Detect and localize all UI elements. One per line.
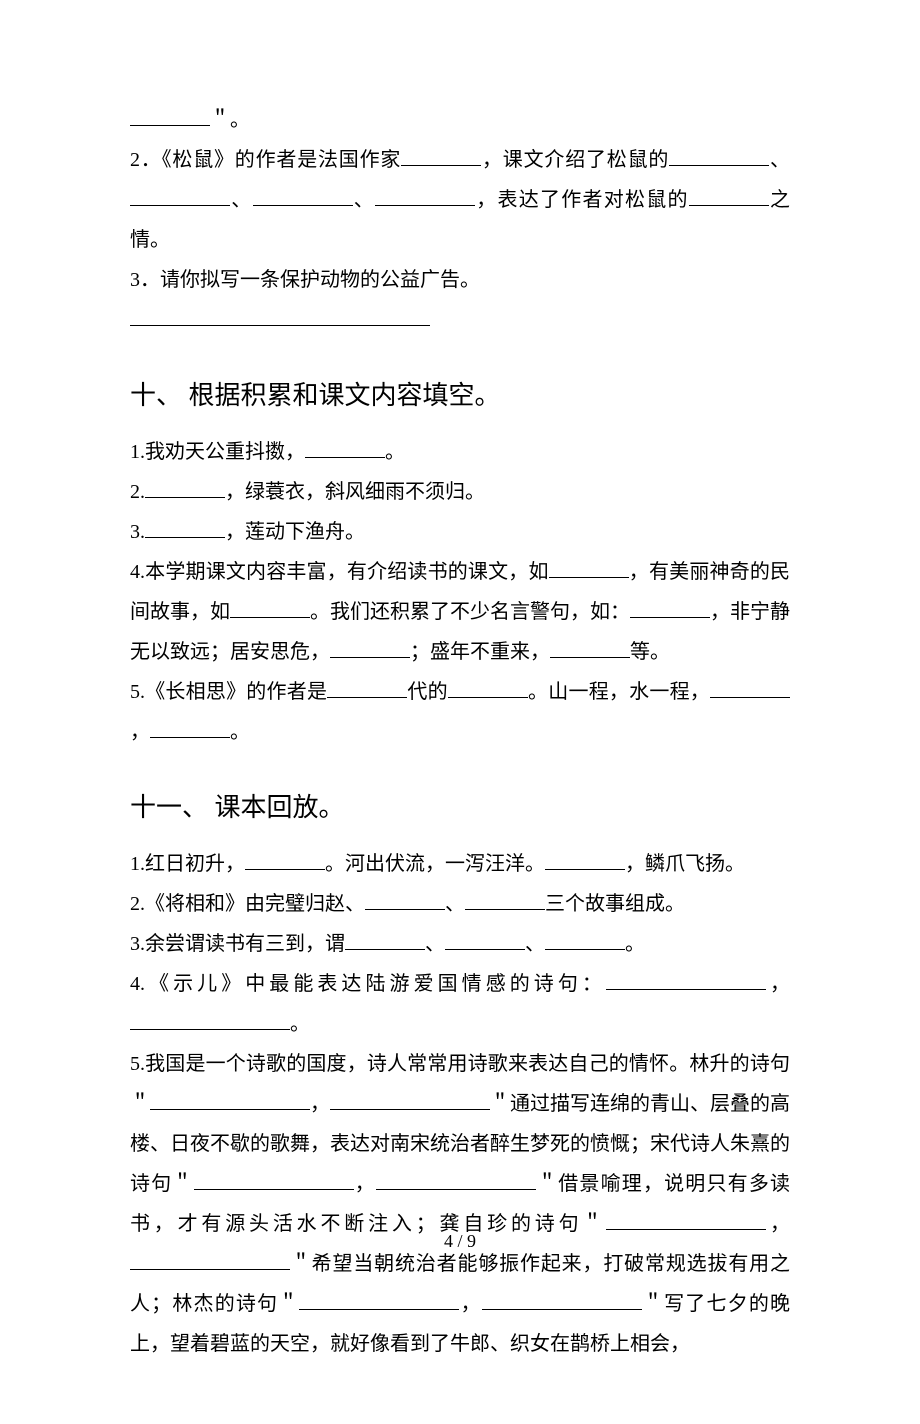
blank: [710, 677, 790, 698]
blank: [482, 1289, 642, 1310]
blank: [150, 717, 230, 738]
text: 、: [525, 933, 545, 955]
text: 、: [769, 149, 790, 171]
text: 。山一程，水一程，: [528, 681, 710, 703]
text: 。: [385, 441, 405, 463]
blank: [245, 849, 325, 870]
s10-item-5: 5.《长相思》的作者是 代的 。山一程，水一程， ， 。: [130, 672, 790, 752]
text: 2.《将相和》由完璧归赵、: [130, 893, 365, 915]
text: 、: [445, 893, 465, 915]
text: 、: [425, 933, 445, 955]
text: 1.我劝天公重抖擞，: [130, 441, 305, 463]
text: 2．《松鼠》的作者是法国作家: [130, 149, 401, 171]
blank: [689, 185, 769, 206]
blank: [130, 1009, 290, 1030]
blank: [145, 477, 225, 498]
blank: [345, 929, 425, 950]
text: 4.《示儿》中最能表达陆游爱国情感的诗句：: [130, 973, 606, 995]
blank: [230, 597, 310, 618]
blank: [550, 637, 630, 658]
text: ，课文介绍了松鼠的: [481, 149, 669, 171]
blank: [330, 637, 410, 658]
blank: [545, 929, 625, 950]
text: ，: [766, 973, 790, 995]
text: 4.本学期课文内容丰富，有介绍读书的课文，如: [130, 561, 549, 583]
blank: [606, 1209, 766, 1230]
blank: [375, 185, 475, 206]
text: 。: [625, 933, 645, 955]
blank: [549, 557, 629, 578]
blank: [299, 1289, 459, 1310]
text: ，: [354, 1173, 376, 1195]
blank: [130, 1249, 290, 1270]
page-content: ＂。 2．《松鼠》的作者是法国作家，课文介绍了松鼠的、、、，表达了作者对松鼠的之…: [0, 0, 920, 1424]
page-footer: 4 / 9: [0, 1231, 920, 1252]
blank: [448, 677, 528, 698]
text: ，: [130, 721, 150, 743]
blank: [130, 185, 230, 206]
text: ，莲动下渔舟。: [225, 521, 365, 543]
s10-item-2: 2. ，绿蓑衣，斜风细雨不须归。: [130, 472, 790, 512]
question-3: 3．请你拟写一条保护动物的公益广告。: [130, 260, 790, 300]
text: 3.余尝谓读书有三到，谓: [130, 933, 345, 955]
text: 代的: [407, 681, 448, 703]
text: 。河出伏流，一泻汪洋。: [325, 853, 545, 875]
text: 3．请你拟写一条保护动物的公益广告。: [130, 269, 480, 291]
s11-item-3: 3.余尝谓读书有三到，谓 、 、 。: [130, 924, 790, 964]
s10-item-4: 4.本学期课文内容丰富，有介绍读书的课文，如，有美丽神奇的民间故事，如。我们还积…: [130, 552, 790, 672]
text: ＂。: [210, 109, 250, 131]
text: ；盛年不重来，: [410, 641, 550, 663]
text: ，绿蓑衣，斜风细雨不须归。: [225, 481, 485, 503]
blank: [327, 677, 407, 698]
blank: [445, 929, 525, 950]
blank: [465, 889, 545, 910]
text: 、: [230, 189, 253, 211]
blank: [305, 437, 385, 458]
s10-item-1: 1.我劝天公重抖擞， 。: [130, 432, 790, 472]
text: 。: [230, 721, 250, 743]
blank: [194, 1169, 354, 1190]
fragment-top: ＂。: [130, 100, 790, 140]
text: ，: [310, 1093, 330, 1115]
blank: [145, 517, 225, 538]
s11-item-4: 4.《示儿》中最能表达陆游爱国情感的诗句： ， 。: [130, 964, 790, 1044]
blank: [150, 1089, 310, 1110]
text: ，: [459, 1293, 481, 1315]
text: 。我们还积累了不少名言警句，如：: [310, 601, 630, 623]
blank: [630, 597, 710, 618]
blank: [376, 1169, 536, 1190]
text: 3.: [130, 521, 145, 543]
blank: [365, 889, 445, 910]
text: ，表达了作者对松鼠的: [475, 189, 689, 211]
text: 2.: [130, 481, 145, 503]
text: 三个故事组成。: [545, 893, 685, 915]
text: ，鳞爪飞扬。: [625, 853, 745, 875]
blank: [606, 969, 766, 990]
text: 等。: [630, 641, 670, 663]
blank: [130, 305, 430, 326]
text: 、: [353, 189, 376, 211]
section-10-heading: 十、 根据积累和课文内容填空。: [130, 370, 790, 422]
s11-item-1: 1.红日初升， 。河出伏流，一泻汪洋。 ，鳞爪飞扬。: [130, 844, 790, 884]
section-11-heading: 十一、 课本回放。: [130, 782, 790, 834]
blank: [401, 145, 481, 166]
s11-item-2: 2.《将相和》由完璧归赵、 、 三个故事组成。: [130, 884, 790, 924]
text: 。: [290, 1013, 310, 1035]
s11-item-5: 5.我国是一个诗歌的国度，诗人常常用诗歌来表达自己的情怀。林升的诗句＂，＂通过描…: [130, 1044, 790, 1364]
answer-line: [130, 300, 790, 340]
question-2: 2．《松鼠》的作者是法国作家，课文介绍了松鼠的、、、，表达了作者对松鼠的之情。: [130, 140, 790, 260]
blank: [253, 185, 353, 206]
blank: [545, 849, 625, 870]
text: 1.红日初升，: [130, 853, 245, 875]
blank: [330, 1089, 490, 1110]
blank: [669, 145, 769, 166]
s10-item-3: 3. ，莲动下渔舟。: [130, 512, 790, 552]
text: 5.《长相思》的作者是: [130, 681, 327, 703]
blank: [130, 105, 210, 126]
